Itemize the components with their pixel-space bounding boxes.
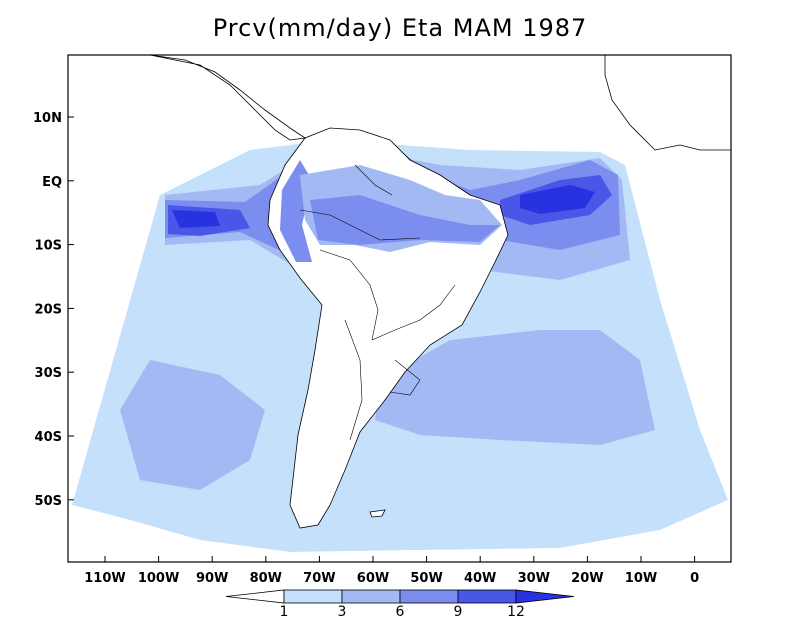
x-tick-label: 0 <box>690 571 699 586</box>
colorbar-label: 6 <box>396 604 405 618</box>
y-tick-label: 50S <box>35 494 62 509</box>
y-tick-label: 20S <box>35 302 62 317</box>
x-tick-label: 40W <box>464 571 496 586</box>
x-tick-label: 110W <box>84 571 125 586</box>
x-tick-label: 100W <box>138 571 179 586</box>
colorbar-swatch <box>341 589 401 604</box>
y-tick-label: EQ <box>42 175 62 190</box>
falklands-land <box>369 509 386 518</box>
colorbar-swatch <box>399 589 459 604</box>
amazon-rain-strong <box>310 195 500 245</box>
colorbar-swatch <box>283 589 343 604</box>
colorbar-label: 12 <box>507 604 525 618</box>
colorbar-label: 1 <box>280 604 289 618</box>
rain-band-medium <box>375 330 655 445</box>
x-tick-label: 20W <box>571 571 603 586</box>
precipitation-field <box>72 55 731 552</box>
x-tick-label: 50W <box>410 571 442 586</box>
country-borders <box>299 164 456 441</box>
colorbar-high-triangle <box>515 589 575 604</box>
x-tick-label: 10W <box>625 571 657 586</box>
colorbar-label: 3 <box>338 604 347 618</box>
colorbar: 1 3 6 9 12 <box>225 589 575 618</box>
africa-land <box>604 55 731 151</box>
rain-band-medium <box>120 360 265 490</box>
y-tick-label: 10N <box>33 111 62 126</box>
x-tick-label: 60W <box>357 571 389 586</box>
y-tick-label: 10S <box>35 239 62 254</box>
colorbar-low-triangle <box>225 589 285 604</box>
x-tick-label: 90W <box>196 571 228 586</box>
domain-left-edge <box>68 500 731 562</box>
x-tick-label: 70W <box>303 571 335 586</box>
rain-band-extreme <box>172 210 220 228</box>
x-tick-label: 30W <box>518 571 550 586</box>
colorbar-label: 9 <box>454 604 463 618</box>
map-title: Prcv(mm/day) Eta MAM 1987 <box>212 14 588 42</box>
y-axis: 10N EQ 10S 20S 30S 40S 50S <box>33 111 74 509</box>
rain-band-extreme <box>520 185 595 214</box>
central-america-land <box>149 55 307 141</box>
y-tick-label: 30S <box>35 366 62 381</box>
y-tick-label: 40S <box>35 430 62 445</box>
x-tick-label: 80W <box>250 571 282 586</box>
colorbar-swatch <box>457 589 517 604</box>
x-axis: 110W 100W 90W 80W 70W 60W 50W 40W 30W 20W 10W 0 <box>84 556 699 586</box>
